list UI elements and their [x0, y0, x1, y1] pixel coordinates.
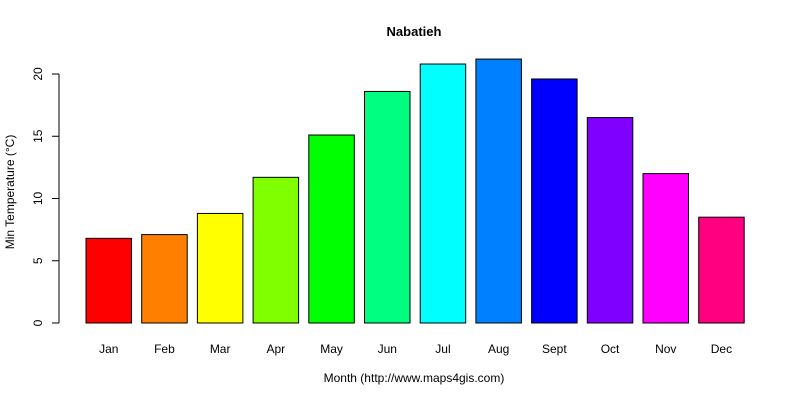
y-tick-label: 10	[31, 192, 45, 206]
bar-jun	[364, 90, 411, 324]
x-tick-label: Oct	[601, 342, 620, 356]
x-tick-label: Aug	[488, 342, 509, 356]
x-tick-label: Sept	[542, 342, 567, 356]
y-axis-label: Min Temperature (°C)	[3, 135, 17, 250]
chart-title: Nabatieh	[387, 24, 442, 39]
y-axis: 0 5 10 15 20	[31, 67, 60, 326]
x-tick-label: Nov	[655, 342, 676, 356]
bar-sept	[531, 78, 578, 324]
y-tick-label: 0	[31, 319, 45, 326]
y-tick-label: 20	[31, 67, 45, 81]
x-tick-label: Dec	[711, 342, 732, 356]
bar-oct	[586, 117, 634, 324]
bar-apr	[252, 176, 300, 324]
x-tick-label: Jan	[99, 342, 118, 356]
x-tick-label: Apr	[267, 342, 286, 356]
bar-jan	[85, 237, 132, 324]
y-tick-label: 5	[31, 257, 45, 264]
bar-may	[308, 134, 355, 324]
bar-jul	[419, 63, 467, 324]
bar-nov	[642, 173, 689, 324]
bar-aug	[475, 58, 522, 324]
bar-feb	[141, 234, 188, 324]
x-tick-label: Feb	[154, 342, 175, 356]
x-axis-labels: Jan Feb Mar Apr May Jun Jul Aug Sept Oct Nov Dec	[99, 342, 732, 356]
x-tick-label: Mar	[210, 342, 231, 356]
bars	[85, 58, 745, 324]
y-tick-label: 15	[31, 129, 45, 143]
x-axis-label: Month (http://www.maps4gis.com)	[324, 371, 505, 385]
bar-dec	[698, 216, 745, 324]
x-tick-label: Jul	[435, 342, 450, 356]
x-tick-label: May	[320, 342, 343, 356]
x-tick-label: Jun	[378, 342, 397, 356]
bar-mar	[196, 212, 244, 324]
